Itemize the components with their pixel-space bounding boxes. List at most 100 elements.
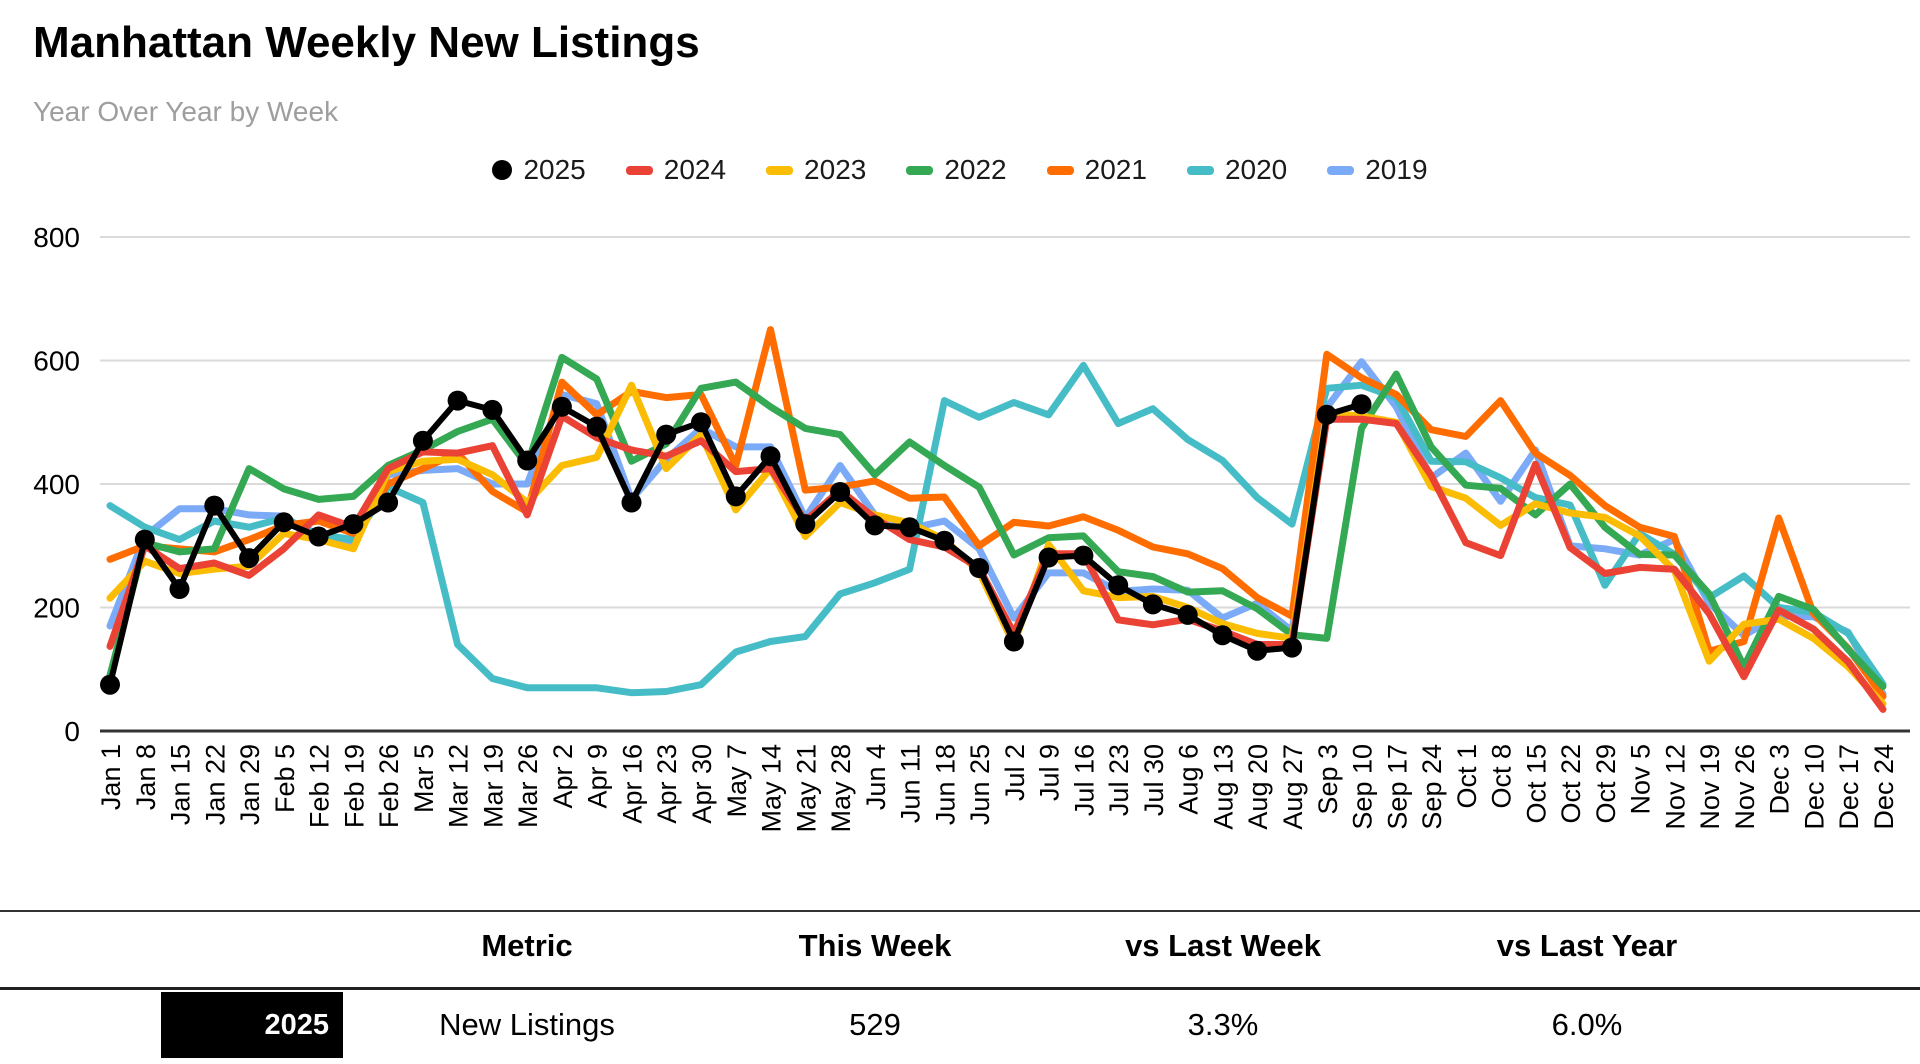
x-axis-label: Apr 9 [583, 744, 613, 809]
data-point-2025 [204, 495, 225, 516]
x-axis-label: Dec 17 [1834, 744, 1864, 830]
x-axis-label: Jul 9 [1035, 744, 1065, 801]
data-point-2025 [447, 390, 468, 411]
col-header-this-week: This Week [798, 928, 952, 963]
table-top-border [0, 910, 1920, 912]
data-point-2025 [864, 515, 885, 536]
x-axis-label: Aug 6 [1174, 744, 1204, 815]
legend-label: 2020 [1224, 154, 1288, 185]
x-axis-label: Jul 16 [1069, 744, 1099, 816]
summary-table: Metric This Week vs Last Week vs Last Ye… [0, 910, 1920, 1064]
data-point-2025 [1351, 394, 1372, 415]
x-axis-label: Sep 17 [1382, 744, 1412, 830]
x-axis-label: Jun 4 [861, 744, 891, 810]
y-axis-label: 0 [64, 716, 80, 747]
y-axis-label: 600 [33, 346, 80, 377]
series-line-2023 [106, 381, 1887, 708]
x-axis-label: May 14 [757, 744, 787, 833]
data-point-2025 [1212, 625, 1233, 646]
x-axis-label: May 28 [826, 744, 856, 833]
legend-item-2021[interactable]: 2021 [1046, 154, 1147, 186]
series-line-2020 [106, 361, 1887, 697]
data-point-2025 [517, 450, 538, 471]
y-axis-label: 200 [33, 593, 80, 624]
data-point-2025 [760, 446, 781, 467]
x-axis-label: Jan 15 [166, 744, 196, 825]
x-axis-label: Oct 29 [1591, 744, 1621, 824]
x-axis-label: Aug 20 [1243, 744, 1273, 830]
data-point-2025 [656, 424, 677, 445]
legend-item-2020[interactable]: 2020 [1186, 154, 1288, 186]
x-axis-label: Feb 12 [305, 744, 335, 828]
x-axis-label: Dec 3 [1765, 744, 1795, 815]
x-axis-label: Sep 10 [1348, 744, 1378, 830]
data-point-2025 [830, 482, 851, 502]
x-axis-label: Mar 5 [409, 744, 439, 813]
legend-circle-marker-2025 [492, 160, 513, 180]
legend-item-2023[interactable]: 2023 [766, 154, 866, 186]
legend-item-2022[interactable]: 2022 [906, 154, 1007, 186]
data-point-2025 [1003, 631, 1024, 652]
cell-vs-last-year: 6.0% [1551, 1007, 1623, 1042]
x-axis-label: Feb 19 [339, 744, 369, 828]
legend-dash-marker-2023 [766, 165, 794, 175]
cell-vs-last-week: 3.3% [1187, 1007, 1259, 1042]
x-axis-label: Apr 23 [652, 744, 682, 824]
y-axis-label: 800 [33, 222, 80, 253]
x-axis-label: Jan 29 [235, 744, 265, 825]
year-badge-2025: 2025 [161, 992, 343, 1058]
x-axis-label: Jun 25 [965, 744, 995, 825]
col-header-metric: Metric [481, 928, 573, 963]
x-axis-label: Feb 26 [374, 744, 404, 828]
data-point-2025 [100, 674, 120, 695]
x-axis-label: Nov 19 [1695, 744, 1725, 830]
data-point-2025 [378, 492, 399, 513]
x-axis-label: Sep 3 [1313, 744, 1343, 815]
data-point-2025 [934, 530, 955, 551]
legend-item-2024[interactable]: 2024 [625, 154, 727, 186]
legend-dash-marker-2019 [1327, 165, 1355, 175]
x-axis-label: Jun 11 [896, 744, 926, 823]
legend-item-2019[interactable]: 2019 [1327, 154, 1428, 186]
data-point-2025 [343, 514, 364, 535]
data-point-2025 [482, 399, 503, 420]
x-axis-label: Jan 22 [200, 744, 230, 825]
legend-dash-marker-2022 [906, 165, 934, 175]
data-point-2025 [899, 517, 920, 538]
x-axis-label: Dec 10 [1799, 744, 1829, 830]
data-point-2025 [725, 486, 746, 507]
data-point-2025 [1282, 637, 1302, 658]
legend-label: 2022 [944, 154, 1007, 185]
x-axis-label: Apr 2 [548, 744, 578, 809]
data-point-2025 [308, 526, 329, 547]
data-point-2025 [691, 412, 711, 433]
x-axis-label: Oct 15 [1521, 744, 1551, 824]
legend-item-2025[interactable]: 2025 [492, 154, 586, 186]
x-axis-label: Jan 1 [96, 744, 126, 810]
legend-dash-marker-2021 [1046, 165, 1074, 175]
x-axis-label: Mar 26 [513, 744, 543, 828]
data-point-2025 [1247, 640, 1268, 661]
legend-label: 2024 [663, 154, 727, 185]
data-point-2025 [1108, 575, 1129, 596]
legend-label: 2021 [1084, 154, 1147, 185]
x-axis-label: Dec 24 [1869, 744, 1899, 830]
x-axis-label: May 7 [722, 744, 752, 818]
col-header-vs-last-year: vs Last Year [1496, 928, 1678, 963]
legend-label: 2019 [1365, 154, 1428, 185]
x-axis-label: Oct 1 [1452, 744, 1482, 809]
line-chart: 0 200 400 600 800 Jan 1 Jan 8 Jan 15 Jan 22 Jan 2… [33, 222, 1910, 833]
data-point-2025 [239, 548, 260, 569]
x-axis-label: Apr 16 [617, 744, 647, 824]
data-point-2025 [1038, 547, 1059, 568]
data-point-2025 [1316, 404, 1337, 425]
x-axis-label: May 21 [791, 744, 821, 833]
data-point-2025 [412, 430, 433, 451]
data-point-2025 [551, 396, 572, 417]
cell-this-week: 529 [849, 1007, 901, 1042]
data-point-2025 [1142, 594, 1163, 615]
x-axis-label: Sep 24 [1417, 744, 1447, 830]
x-axis-label: Jul 23 [1104, 744, 1134, 816]
x-axis-label: Aug 13 [1208, 744, 1238, 830]
data-point-2025 [969, 558, 990, 578]
